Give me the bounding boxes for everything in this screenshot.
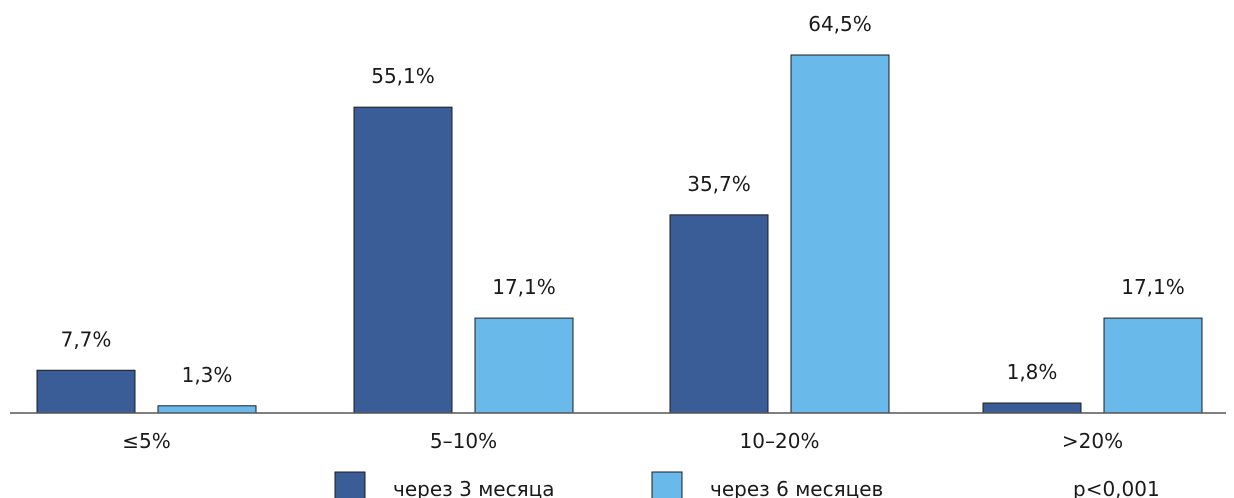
legend-label-6-months: через 6 месяцев [710, 477, 883, 498]
legend: через 3 месяца через 6 месяцев [334, 471, 883, 498]
legend-label-3-months: через 3 месяца [393, 477, 554, 498]
bar-series-2-category-2 [474, 317, 574, 414]
value-label-series-1-category-3: 35,7% [687, 172, 751, 196]
value-label-series-2-category-3: 64,5% [808, 12, 872, 36]
value-label-series-1-category-2: 55,1% [371, 64, 435, 88]
bar-series-1-category-1 [36, 369, 136, 414]
bar-series-2-category-1 [157, 405, 257, 414]
x-tick-label-3: 10–20% [740, 429, 820, 453]
x-tick-label-4: >20% [1062, 429, 1123, 453]
bar-series-1-category-2 [353, 106, 453, 414]
value-label-series-1-category-1: 7,7% [61, 327, 112, 351]
bar-series-2-category-4 [1103, 317, 1203, 414]
bar-series-2-category-3 [790, 54, 890, 414]
value-label-series-2-category-2: 17,1% [492, 275, 556, 299]
bar-series-1-category-4 [982, 402, 1082, 414]
x-tick-label-2: 5–10% [430, 429, 497, 453]
value-labels-group: 7,7% 1,3% 55,1% 17,1% 35,7% 64,5% 1,8% 17,1% [61, 12, 1185, 387]
bar-series-1-category-3 [669, 214, 769, 414]
x-tick-labels-group: ≤5% 5–10% 10–20% >20% [122, 429, 1123, 453]
x-tick-label-1: ≤5% [122, 429, 171, 453]
value-label-series-2-category-1: 1,3% [182, 363, 233, 387]
bars-group [36, 54, 1203, 414]
legend-swatch-6-months [651, 471, 683, 498]
p-value-annotation: p<0,001 [1073, 477, 1160, 498]
legend-swatch-3-months [334, 471, 366, 498]
value-label-series-1-category-4: 1,8% [1007, 360, 1058, 384]
value-label-series-2-category-4: 17,1% [1121, 275, 1185, 299]
